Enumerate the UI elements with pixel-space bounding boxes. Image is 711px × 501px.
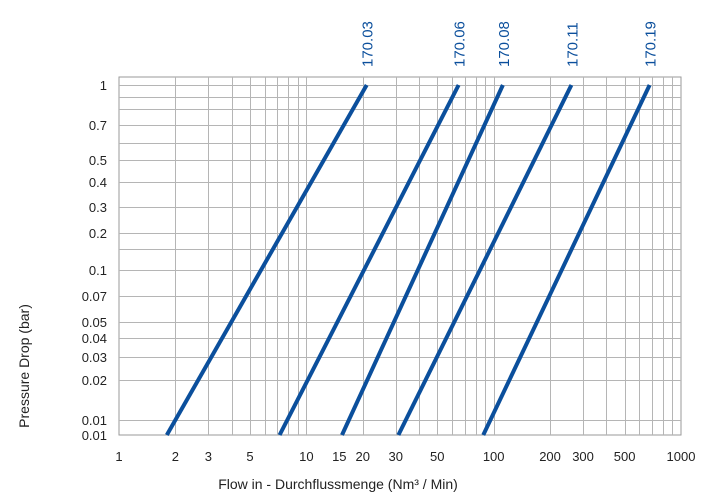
x-tick-label: 10	[299, 449, 313, 464]
x-tick-label: 300	[572, 449, 594, 464]
y-tick-label: 0.01	[82, 413, 107, 428]
y-tick-label: 0.1	[89, 263, 107, 278]
y-tick-label: 0.05	[82, 315, 107, 330]
y-tick-label: 0.5	[89, 153, 107, 168]
y-tick-label: 0.07	[82, 289, 107, 304]
y-tick-labels: 0.010.01 0.02 0.03 0.040.05 0.07 0.1 0.2 0.3 0.4…	[82, 78, 107, 443]
series-line-170-11	[396, 84, 574, 436]
series-label-170-19: 170.19	[643, 21, 660, 67]
x-axis-title: Flow in - Durchflussmenge (Nm³ / Min)	[218, 476, 458, 492]
y-tick-label: 0.01	[82, 428, 107, 443]
x-tick-label: 100	[483, 449, 505, 464]
x-tick-label: 15	[332, 449, 346, 464]
series-line-170-06	[277, 84, 461, 436]
y-tick-label: 0.4	[89, 175, 107, 190]
series-label-170-11: 170.11	[564, 22, 581, 67]
x-tick-label: 50	[430, 449, 444, 464]
x-tick-label: 200	[539, 449, 561, 464]
series-line-170-03	[165, 84, 369, 436]
series-label-170-03: 170.03	[360, 21, 377, 67]
series-label-170-06: 170.06	[452, 21, 469, 67]
x-tick-label: 30	[388, 449, 402, 464]
grid	[118, 76, 682, 436]
series-label-170-08: 170.08	[496, 21, 513, 67]
x-tick-label: 1000	[667, 449, 696, 464]
y-tick-label: 0.7	[89, 118, 107, 133]
series-labels: 170.03 170.06 170.08 170.11 170.19	[360, 21, 660, 67]
y-tick-label: 0.02	[82, 373, 107, 388]
y-tick-label: 0.2	[89, 226, 107, 241]
y-axis-title: Pressure Drop (bar)	[16, 304, 32, 428]
x-tick-label: 5	[246, 449, 253, 464]
x-tick-labels: 1 2 3 5 10 15 20 30 50 100 200 300 500 1000	[115, 449, 695, 464]
x-tick-label: 20	[355, 449, 369, 464]
series-line-170-19	[481, 84, 652, 436]
y-tick-label: 1	[100, 78, 107, 93]
series-lines	[165, 84, 652, 436]
y-tick-label: 0.03	[82, 350, 107, 365]
x-tick-label: 500	[614, 449, 636, 464]
x-tick-label: 3	[205, 449, 212, 464]
y-tick-label: 0.04	[82, 331, 107, 346]
series-line-170-08	[340, 84, 505, 436]
x-tick-label: 1	[115, 449, 122, 464]
x-tick-label: 2	[172, 449, 179, 464]
plot-frame	[118, 76, 682, 436]
y-tick-label: 0.3	[89, 200, 107, 215]
